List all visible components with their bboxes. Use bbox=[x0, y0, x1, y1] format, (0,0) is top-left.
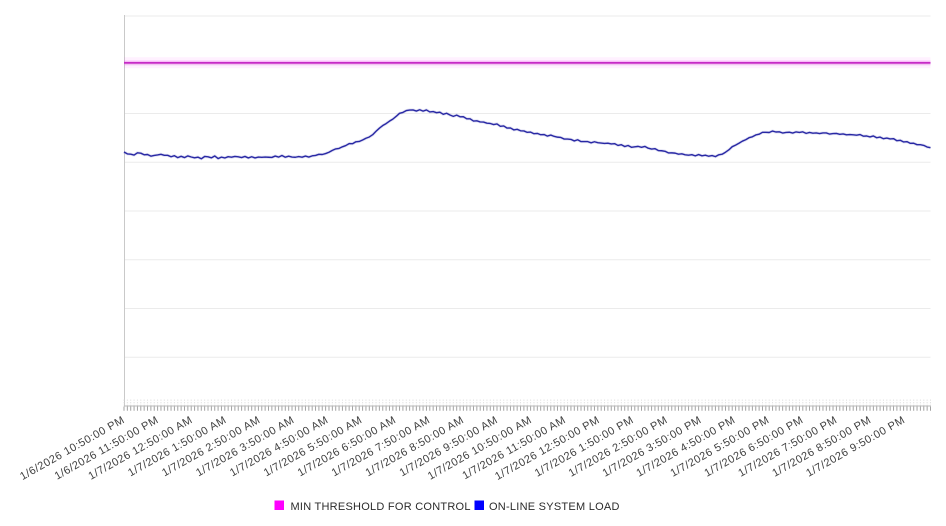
svg-text:MIN THRESHOLD FOR CONTROL: MIN THRESHOLD FOR CONTROL bbox=[291, 501, 471, 513]
svg-text:ON-LINE SYSTEM LOAD: ON-LINE SYSTEM LOAD bbox=[489, 501, 620, 513]
